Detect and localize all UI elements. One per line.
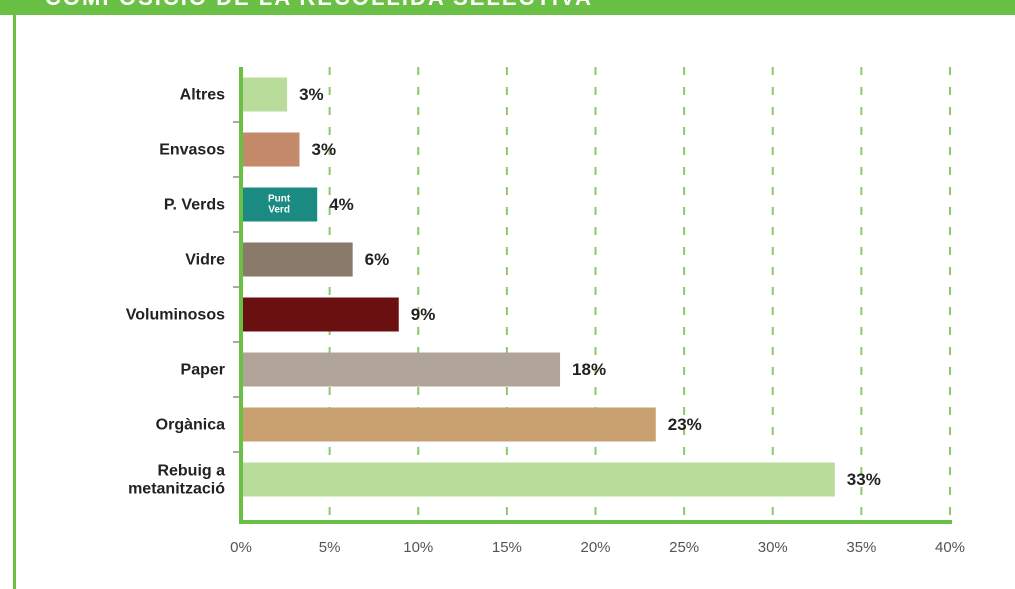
y-tick-label: P. Verds: [164, 197, 225, 214]
x-tick-label: 0%: [230, 539, 252, 556]
bar: [241, 243, 353, 277]
x-tick-label: 35%: [846, 539, 876, 556]
bar: [241, 298, 399, 332]
x-tick-label: 40%: [935, 539, 965, 556]
y-tick-label: Altres: [180, 87, 225, 104]
bar: [241, 353, 560, 387]
value-label: 33%: [847, 470, 881, 489]
y-tick-label: Paper: [181, 362, 225, 379]
y-tick-label-line: metanització: [128, 481, 225, 498]
x-tick-label: 10%: [403, 539, 433, 556]
value-label: 23%: [668, 415, 702, 434]
x-tick-label: 15%: [492, 539, 522, 556]
x-tick-label: 25%: [669, 539, 699, 556]
y-tick-label: Orgànica: [156, 417, 225, 434]
value-label: 18%: [572, 360, 606, 379]
y-tick-label-line: Rebuig a: [157, 463, 225, 480]
y-tick-label: Envasos: [159, 142, 225, 159]
x-tick-label: 5%: [319, 539, 341, 556]
bar-annotation-line: Verd: [268, 204, 290, 215]
bar: [241, 408, 656, 442]
y-tick-label: Vidre: [185, 252, 225, 269]
value-label: 6%: [365, 250, 390, 269]
x-tick-label: 20%: [580, 539, 610, 556]
bar: [241, 133, 299, 167]
y-tick-label: Voluminosos: [126, 307, 225, 324]
value-label: 3%: [299, 85, 324, 104]
value-label: 9%: [411, 305, 436, 324]
bar-annotation-line: Punt: [268, 193, 291, 204]
bar: [241, 463, 835, 497]
value-label: 4%: [329, 195, 354, 214]
chart: COMPOSICIÓ DE LA RECOLLIDA SELECTIVA 0% 5…: [0, 0, 1015, 589]
bar: [241, 78, 287, 112]
x-tick-label: 30%: [758, 539, 788, 556]
value-label: 3%: [311, 140, 336, 159]
chart-title: COMPOSICIÓ DE LA RECOLLIDA SELECTIVA: [45, 0, 593, 10]
